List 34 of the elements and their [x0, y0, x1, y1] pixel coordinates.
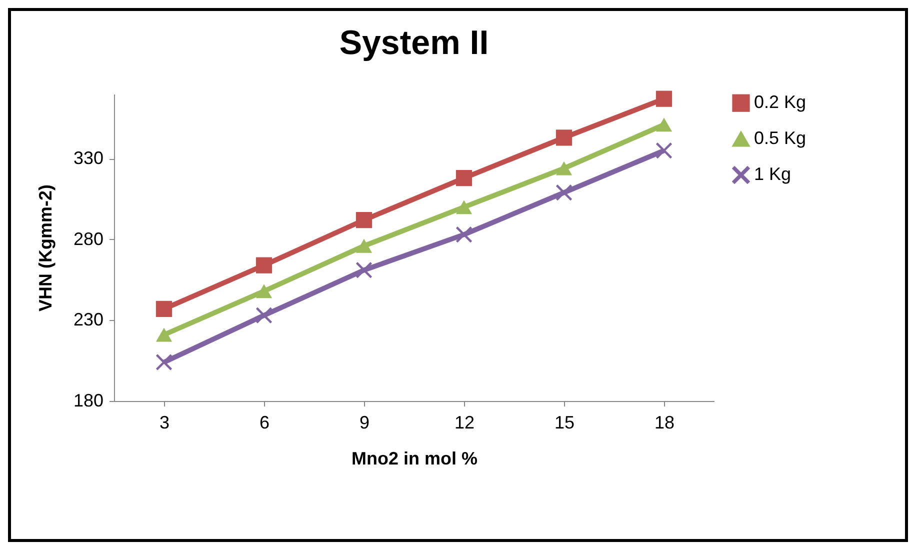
x-tick-label: 15	[554, 412, 575, 432]
y-tick-label: 280	[73, 228, 104, 249]
legend-label: 0.2 Kg	[754, 92, 806, 112]
legend-label: 1 Kg	[754, 164, 792, 184]
y-axis-title: VHN (Kgmm-2)	[35, 184, 56, 312]
point	[356, 238, 372, 253]
point	[656, 118, 672, 132]
point	[656, 142, 672, 159]
y-tick-label: 330	[73, 148, 104, 168]
x-tick-label: 9	[359, 412, 370, 432]
point	[456, 170, 472, 186]
point	[156, 328, 172, 342]
point	[656, 90, 672, 107]
point	[456, 226, 472, 243]
point	[356, 212, 372, 228]
point	[556, 184, 572, 201]
y-tick-label: 230	[73, 310, 104, 330]
y-tick-label: 180	[73, 390, 104, 410]
x-tick-label: 6	[259, 412, 270, 432]
point	[256, 307, 272, 324]
x-tick-label: 18	[654, 412, 675, 432]
point	[256, 257, 272, 274]
point	[156, 300, 172, 317]
point	[156, 354, 172, 370]
point	[356, 262, 372, 278]
point	[456, 200, 472, 214]
point	[256, 284, 272, 298]
point	[556, 130, 572, 146]
x-tick-label: 12	[454, 412, 475, 432]
x-axis-title: Mno2 in mol %	[352, 448, 478, 468]
legend-label: 0.5 Kg	[754, 128, 806, 148]
point	[556, 161, 572, 176]
x-tick-label: 3	[159, 412, 170, 432]
chart-title: System II	[339, 24, 489, 62]
